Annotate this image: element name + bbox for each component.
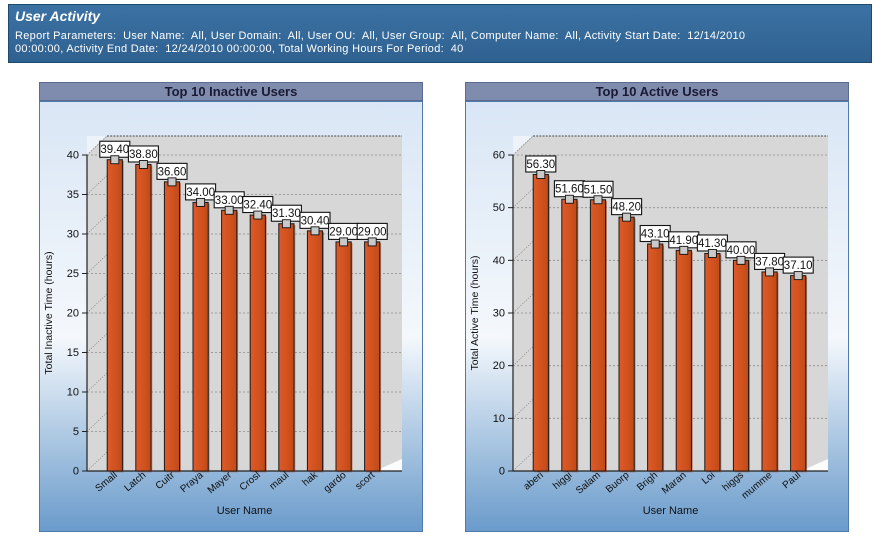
svg-text:20: 20 [493,360,505,372]
svg-text:40: 40 [493,255,505,267]
svg-text:Paul: Paul [781,470,803,491]
svg-text:15: 15 [67,347,79,359]
svg-text:56.30: 56.30 [526,159,555,171]
svg-text:gardo: gardo [322,470,349,495]
svg-text:25: 25 [67,268,79,280]
svg-text:0: 0 [499,466,505,478]
svg-text:10: 10 [493,413,505,425]
svg-text:41.90: 41.90 [669,235,698,247]
svg-text:32.40: 32.40 [243,200,272,212]
svg-text:User Name: User Name [643,505,699,517]
svg-text:29.00: 29.00 [329,226,358,238]
svg-text:Total Inactive Time (hours): Total Inactive Time (hours) [43,251,55,374]
svg-text:Total Active Time (hours): Total Active Time (hours) [469,256,481,371]
svg-text:38.80: 38.80 [129,149,158,161]
svg-text:User Name: User Name [217,505,273,517]
svg-text:mumme: mumme [740,470,775,502]
svg-text:30.40: 30.40 [301,215,330,227]
svg-text:20: 20 [67,308,79,320]
svg-text:aberi: aberi [522,470,546,493]
svg-text:39.40: 39.40 [100,144,129,156]
svg-text:51.60: 51.60 [555,184,584,196]
svg-text:Mayer: Mayer [206,469,235,496]
svg-text:30: 30 [493,308,505,320]
svg-text:37.80: 37.80 [755,256,784,268]
svg-text:30: 30 [67,229,79,241]
svg-text:Cuitr: Cuitr [154,469,178,491]
svg-text:40: 40 [67,150,79,162]
svg-text:Praya: Praya [178,470,205,495]
svg-text:40.00: 40.00 [727,245,756,257]
svg-text:36.60: 36.60 [158,166,187,178]
svg-text:50: 50 [493,202,505,214]
svg-text:31.30: 31.30 [272,208,301,220]
svg-text:5: 5 [73,426,79,438]
svg-text:10: 10 [67,387,79,399]
svg-text:scort: scort [353,470,377,492]
svg-text:37.10: 37.10 [784,260,813,272]
svg-text:Crosl: Crosl [238,470,263,493]
svg-text:maul: maul [268,470,292,492]
svg-text:41.30: 41.30 [698,238,727,250]
svg-text:Loi: Loi [700,470,717,487]
svg-text:35: 35 [67,189,79,201]
svg-text:0: 0 [73,466,79,478]
svg-text:Latch: Latch [123,470,149,494]
svg-text:Salam: Salam [574,470,603,497]
svg-text:48.20: 48.20 [612,202,641,214]
svg-text:Small: Small [93,470,119,495]
svg-text:Brigh: Brigh [635,470,660,493]
svg-text:higgi: higgi [551,470,574,492]
svg-text:Buorp: Buorp [604,470,632,496]
svg-text:43.10: 43.10 [641,229,670,241]
svg-text:60: 60 [493,150,505,162]
svg-text:51.50: 51.50 [584,184,613,196]
svg-text:34.00: 34.00 [186,187,215,199]
svg-text:33.00: 33.00 [215,195,244,207]
svg-text:29.00: 29.00 [358,226,387,238]
svg-text:Maran: Maran [660,470,689,497]
